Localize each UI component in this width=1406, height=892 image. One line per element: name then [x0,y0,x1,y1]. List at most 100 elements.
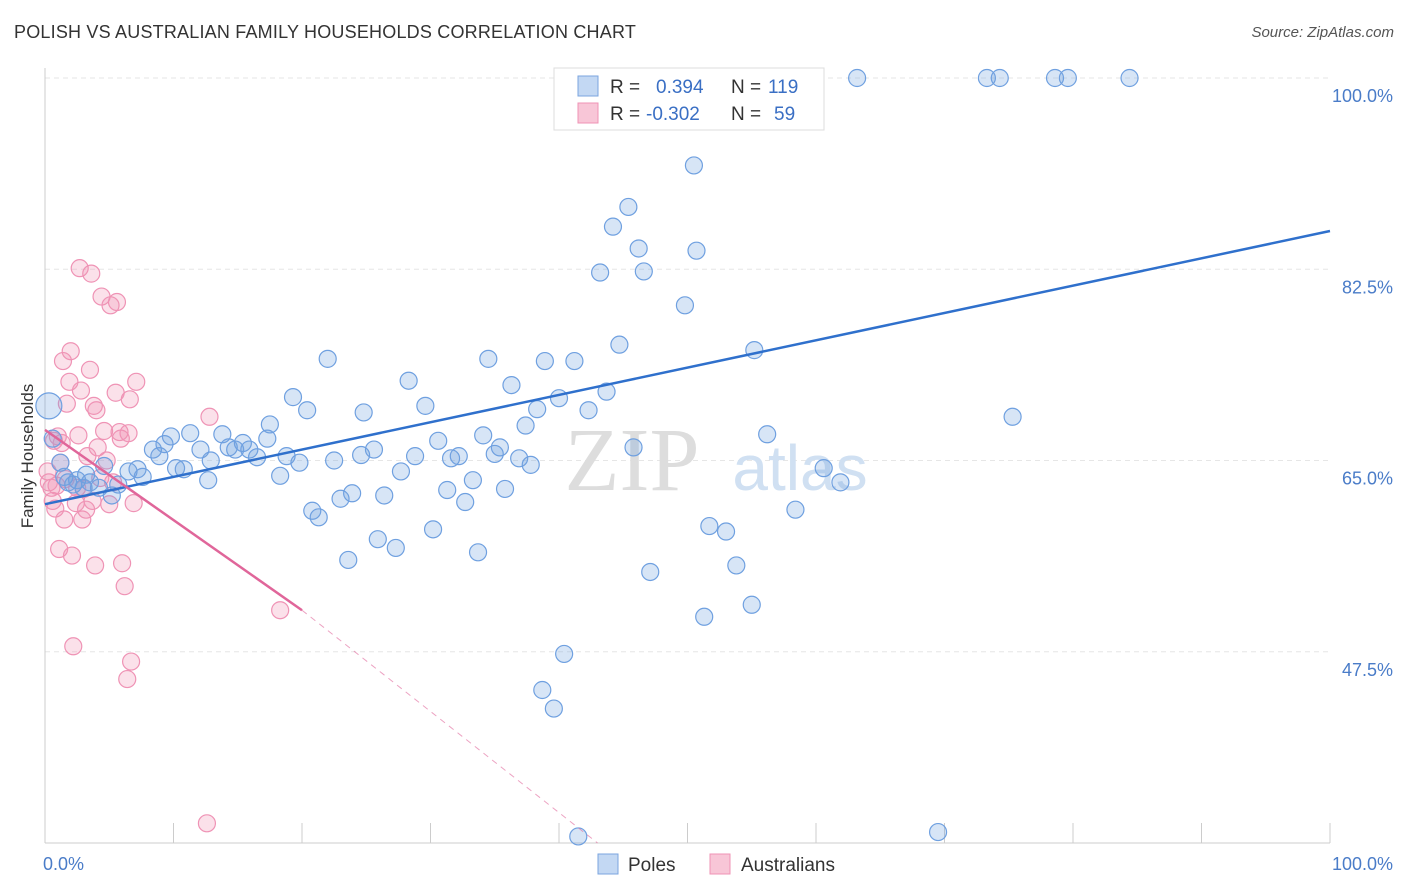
point-australians-16 [61,342,80,361]
point-poles-44 [331,489,350,508]
point-poles-86 [610,335,629,354]
point-poles-109 [928,822,948,842]
point-poles-53 [391,462,411,481]
x-tick-label-0: 0.0% [43,854,84,874]
point-australians-18 [64,637,83,656]
legend-r-value-poles: 0.394 [656,77,704,98]
point-poles-111 [990,68,1009,88]
point-australians-17 [62,546,82,565]
point-poles-78 [549,389,569,408]
point-australians-55 [200,407,219,426]
point-australians-51 [121,652,141,671]
point-poles-50 [368,530,387,549]
point-poles-55 [405,447,425,466]
point-poles-87 [619,197,638,217]
legend-bottom-swatch-australians [709,853,731,875]
point-poles-39 [298,401,317,420]
point-australians-12 [55,510,74,529]
point-poles-102 [742,595,761,614]
point-australians-46 [112,554,132,573]
trend-lines [44,229,1331,844]
point-poles-1 [43,429,62,448]
point-poles-105 [786,500,805,519]
axes [44,68,1331,844]
point-poles-68 [490,438,509,457]
point-poles-18 [150,447,169,466]
point-australians-53 [127,372,146,391]
point-poles-34 [260,415,279,434]
chart-title: POLISH VS AUSTRALIAN FAMILY HOUSEHOLDS C… [14,22,637,42]
point-poles-54 [399,371,418,390]
point-poles-48 [354,403,373,422]
trend-line-australians-extension [301,609,598,844]
point-australians-22 [70,259,89,278]
legend-r-value-australians: -0.302 [646,104,700,125]
point-poles-72 [516,416,535,435]
point-poles-17 [143,440,163,459]
point-poles-94 [684,156,704,175]
point-australians-48 [118,669,137,689]
point-poles-23 [181,424,200,443]
point-poles-106 [814,459,833,478]
tick-labels: 47.5% 65.0% 82.5% 100.0% 0.0% 100.0% [43,86,1393,874]
point-australians-43 [107,292,127,312]
watermark-zip: ZIP [565,411,700,510]
point-australians-50 [120,390,139,409]
legend-bottom-label-poles: Poles [628,855,676,876]
point-poles-71 [510,449,529,468]
point-australians-23 [71,381,91,400]
point-poles-90 [634,262,653,281]
point-poles-41 [309,508,328,527]
legend-swatch-poles [577,75,599,97]
series-legend: Poles Australians [597,853,835,876]
point-poles-46 [343,484,362,503]
x-tick-label-1: 100.0% [1332,854,1393,874]
point-poles-77 [544,699,563,718]
chart-source: Source: ZipAtlas.com [1251,24,1394,41]
point-poles-37 [283,388,303,407]
point-poles-89 [629,239,648,258]
point-australians-14 [57,394,76,413]
point-poles-95 [687,241,706,260]
stats-legend: R = 0.394 N = 119 R = -0.302 N = 59 [553,67,825,131]
point-australians-37 [95,421,114,441]
point-poles-43 [325,451,344,470]
point-poles-85 [603,217,623,236]
legend-n-label-poles: N = [731,77,761,98]
point-poles-56 [416,396,435,415]
point-australians-33 [87,401,106,420]
point-australians-56 [271,601,290,620]
point-poles-108 [848,68,867,88]
point-australians-47 [115,577,134,596]
point-poles-31 [240,440,259,459]
point-poles-96 [695,607,714,626]
point-australians-34 [88,438,107,457]
legend-bottom-swatch-poles [597,853,619,875]
point-poles-93 [675,296,695,315]
legend-n-value-poles: 119 [768,77,798,98]
legend-box [553,67,825,131]
y-tick-label-0: 47.5% [1342,660,1393,680]
series-australians-points [38,259,290,833]
point-poles-80 [565,351,584,371]
point-poles-88 [624,438,643,457]
point-australians-28 [80,360,100,379]
point-poles-70 [502,375,521,395]
point-poles-81 [569,827,588,846]
point-poles-75 [533,680,552,700]
legend-n-value-australians: 59 [774,104,795,125]
point-poles-2 [51,453,70,472]
point-poles-49 [364,440,384,459]
point-poles-57 [423,520,443,539]
point-poles-110 [977,68,997,88]
point-australians-24 [73,510,92,529]
y-tick-label-3: 100.0% [1332,86,1393,106]
point-poles-69 [495,479,515,499]
trend-line-australians [44,428,303,612]
point-australians-49 [119,424,138,443]
point-poles-114 [1058,68,1077,88]
point-poles-63 [463,471,483,490]
point-poles-58 [429,431,448,450]
watermark: ZIP atlas [565,411,868,510]
